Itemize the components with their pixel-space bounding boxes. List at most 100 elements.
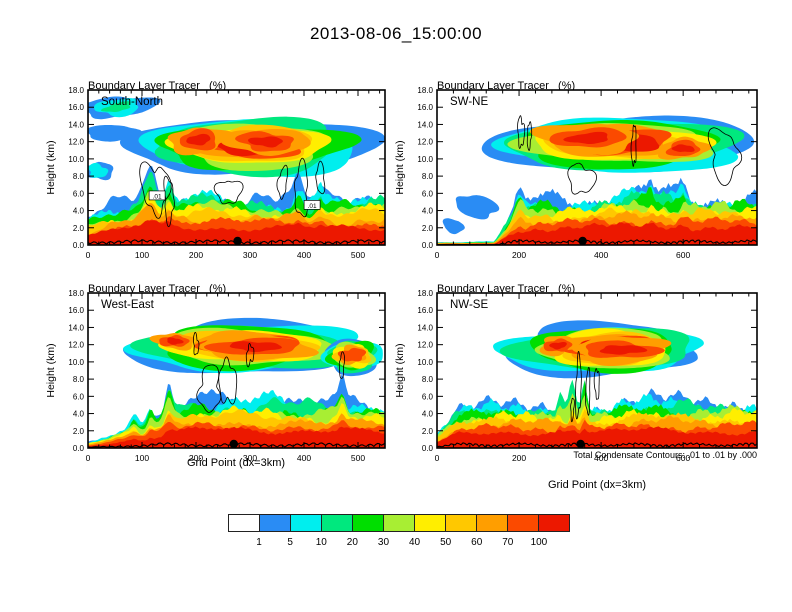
panel-title: West-East xyxy=(101,299,155,311)
colorbar-tick-label: 1 xyxy=(256,537,262,548)
y-tick-label: 4.0 xyxy=(73,207,85,216)
colorbar xyxy=(228,514,570,532)
colorbar-segment xyxy=(414,515,445,531)
colorbar-tick-label: 60 xyxy=(471,537,483,548)
height-axis-label: Height (km) xyxy=(45,140,57,194)
x-tick-label: 400 xyxy=(594,453,608,463)
condensate-contours-note: Total Condensate Contours: .01 to .01 by… xyxy=(573,450,757,460)
y-tick-label: 18.0 xyxy=(68,86,84,95)
y-tick-label: 16.0 xyxy=(417,103,433,112)
y-tick-label: 2.0 xyxy=(73,224,85,233)
y-tick-label: 10.0 xyxy=(417,358,433,367)
y-tick-label: 14.0 xyxy=(417,323,433,332)
y-tick-label: 6.0 xyxy=(422,392,434,401)
y-tick-label: 8.0 xyxy=(73,172,85,181)
colorbar-segment xyxy=(445,515,476,531)
y-tick-label: 12.0 xyxy=(68,341,84,350)
tracer-label: Boundary Layer Tracer (%) xyxy=(88,283,227,295)
y-tick-label: 18.0 xyxy=(417,86,433,95)
colorbar-tick-label: 40 xyxy=(408,537,421,548)
colorbar-tick-label: 100 xyxy=(530,537,548,548)
panel-title: South-North xyxy=(101,96,163,108)
x-tick-label: 600 xyxy=(676,453,690,463)
colorbar-segment xyxy=(259,515,290,531)
x-tick-label: 0 xyxy=(86,453,91,463)
x-tick-label: 0 xyxy=(86,250,91,260)
y-tick-label: 10.0 xyxy=(417,155,433,164)
y-tick-label: 12.0 xyxy=(417,341,433,350)
panel-title: SW-NE xyxy=(450,96,488,108)
y-tick-label: 18.0 xyxy=(68,289,84,298)
x-tick-label: 400 xyxy=(594,250,608,260)
y-tick-label: 6.0 xyxy=(73,189,85,198)
colorbar-segment xyxy=(507,515,538,531)
y-tick-label: 10.0 xyxy=(68,155,84,164)
surface-marker-dot xyxy=(229,439,238,449)
x-tick-label: 300 xyxy=(243,250,257,260)
tracer-label: Boundary Layer Tracer (%) xyxy=(437,283,576,295)
colorbar-segment xyxy=(383,515,414,531)
x-tick-label: 200 xyxy=(189,453,203,463)
colorbar-tick-label: 5 xyxy=(287,537,293,548)
y-tick-label: 14.0 xyxy=(68,120,84,129)
colorbar-segment xyxy=(290,515,321,531)
x-tick-label: 300 xyxy=(243,453,257,463)
colorbar-segment xyxy=(321,515,352,531)
y-tick-label: 8.0 xyxy=(73,375,85,384)
x-tick-label: 0 xyxy=(435,250,440,260)
y-tick-label: 14.0 xyxy=(68,323,84,332)
x-axis-label-left: Grid Point (dx=3km) xyxy=(186,457,286,469)
x-tick-label: 0 xyxy=(435,453,440,463)
tracer-label: Boundary Layer Tracer (%) xyxy=(437,80,576,92)
colorbar-tick-label: 20 xyxy=(346,537,358,548)
y-tick-label: 16.0 xyxy=(68,306,84,315)
surface-marker-dot xyxy=(233,236,242,246)
y-tick-label: 12.0 xyxy=(68,138,84,147)
height-axis-label: Height (km) xyxy=(394,343,406,397)
x-tick-label: 200 xyxy=(512,453,526,463)
y-tick-label: 8.0 xyxy=(422,172,434,181)
y-tick-label: 2.0 xyxy=(422,427,434,436)
height-axis-label: Height (km) xyxy=(394,140,406,194)
panel-south-north: .01 .01 0 100 200 300 400 500 0.0 2.0 4.0 6.0 8.0 10.… xyxy=(45,86,386,260)
colorbar-labels: 1 5 10 20 30 40 50 60 70 100 xyxy=(0,537,792,551)
y-tick-label: 4.0 xyxy=(422,410,434,419)
x-axis-label-right: Grid Point (dx=3km) xyxy=(547,479,647,491)
y-tick-label: 4.0 xyxy=(73,410,85,419)
height-axis-label: Height (km) xyxy=(45,343,57,397)
panel-west-east: 0 100 200 300 400 500 0.0 2.0 4.0 6.0 8.0 10.0 12.0 1… xyxy=(45,289,386,463)
x-tick-label: 600 xyxy=(676,250,690,260)
x-tick-label: 400 xyxy=(297,250,311,260)
surface-marker-dot xyxy=(578,236,587,246)
y-tick-label: 6.0 xyxy=(422,189,434,198)
y-tick-label: 0.0 xyxy=(73,444,85,453)
panel-nw-se: 0 200 400 600 0.0 2.0 4.0 6.0 8.0 10.0 12.0 14.0 16.… xyxy=(394,289,758,463)
y-tick-label: 14.0 xyxy=(417,120,433,129)
x-tick-label: 100 xyxy=(135,250,149,260)
surface-marker-dot xyxy=(576,439,585,449)
y-tick-label: 8.0 xyxy=(422,375,434,384)
colorbar-segment xyxy=(352,515,383,531)
y-tick-label: 16.0 xyxy=(417,306,433,315)
y-tick-label: 6.0 xyxy=(73,392,85,401)
y-tick-label: 0.0 xyxy=(73,241,85,250)
colorbar-tick-label: 50 xyxy=(440,537,452,548)
y-tick-label: 0.0 xyxy=(422,241,434,250)
contour-value-label: .01 xyxy=(153,193,162,200)
y-tick-label: 18.0 xyxy=(417,289,433,298)
y-tick-label: 10.0 xyxy=(68,358,84,367)
panel-sw-ne: 0 200 400 600 0.0 2.0 4.0 6.0 8.0 10.0 12.0 14.0 16.… xyxy=(394,86,758,260)
y-tick-label: 0.0 xyxy=(422,444,434,453)
colorbar-segment xyxy=(538,515,569,531)
y-tick-label: 2.0 xyxy=(422,224,434,233)
x-tick-label: 100 xyxy=(135,453,149,463)
colorbar-tick-label: 10 xyxy=(315,537,327,548)
x-tick-label: 200 xyxy=(512,250,526,260)
figure-title: 2013-08-06_15:00:00 xyxy=(309,24,483,43)
colorbar-tick-label: 70 xyxy=(502,537,514,548)
tracer-label: Boundary Layer Tracer (%) xyxy=(88,80,227,92)
x-tick-label: 500 xyxy=(351,453,365,463)
y-tick-label: 2.0 xyxy=(73,427,85,436)
x-tick-label: 400 xyxy=(297,453,311,463)
